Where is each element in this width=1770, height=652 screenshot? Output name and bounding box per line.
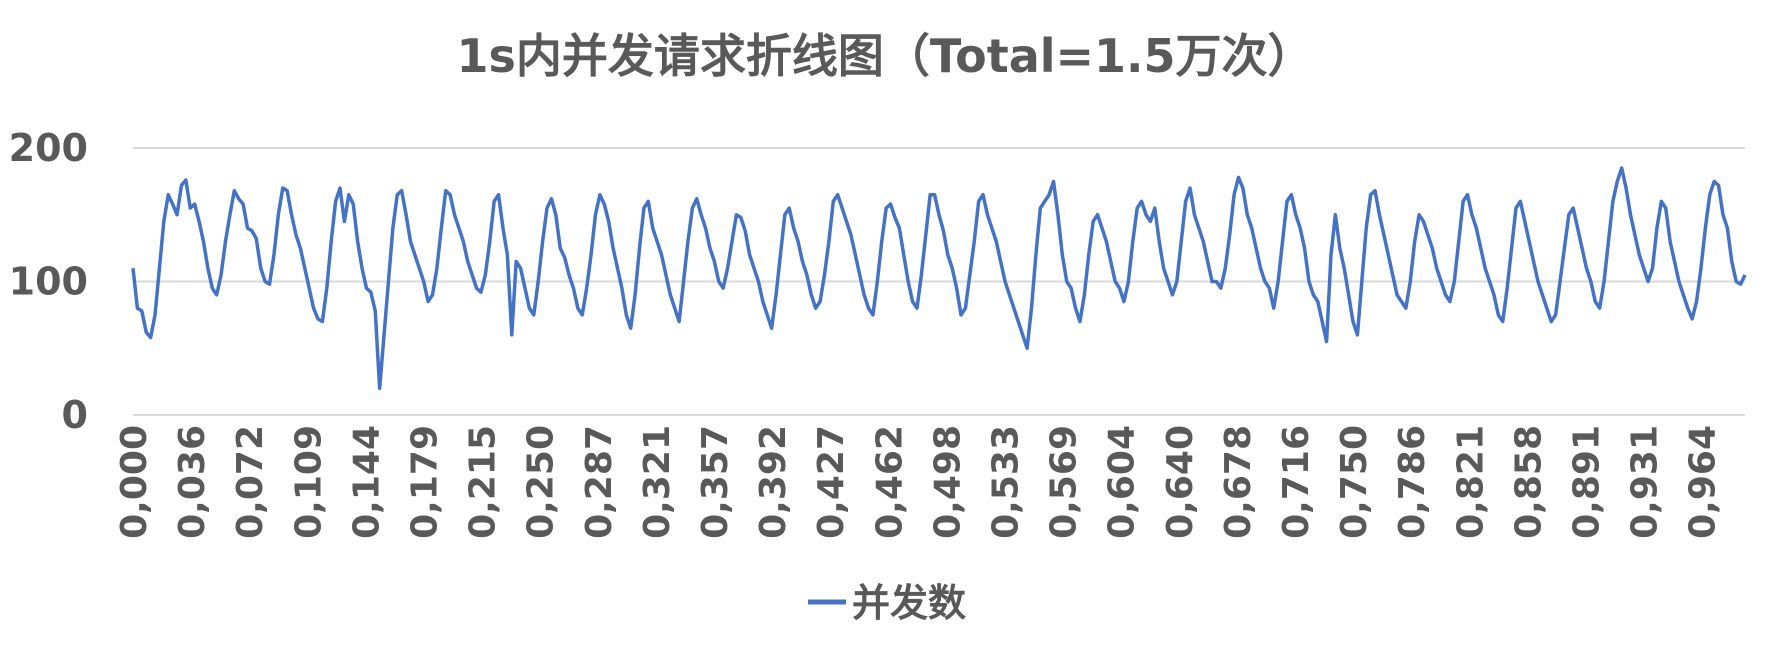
x-tick-label: 0,533 [986, 425, 1027, 539]
x-tick-label: 0,427 [811, 425, 852, 539]
x-tick-label: 0,144 [346, 425, 387, 539]
series-layer [131, 166, 1747, 391]
gridlines [133, 147, 1745, 416]
y-tick-label: 100 [9, 260, 88, 304]
x-tick-label: 0,179 [405, 425, 446, 539]
y-tick-label: 0 [62, 393, 88, 437]
y-tick-label: 200 [9, 126, 88, 170]
x-tick-label: 0,000 [114, 425, 155, 539]
x-tick-label: 0,321 [637, 425, 678, 539]
x-axis-tick-labels: 0,000 0,036 0,072 0,109 0,144 0,179 0,215 0,250… [114, 425, 1724, 539]
x-tick-label: 0,569 [1044, 425, 1085, 539]
x-tick-label: 0,109 [288, 425, 329, 539]
x-tick-label: 0,716 [1276, 425, 1317, 539]
x-tick-label: 0,891 [1567, 425, 1608, 539]
x-tick-label: 0,640 [1160, 425, 1201, 539]
x-tick-label: 0,072 [230, 425, 271, 539]
x-tick-label: 0,931 [1625, 425, 1666, 539]
x-tick-label: 0,392 [753, 425, 794, 539]
legend: 并发数 [808, 581, 966, 625]
x-tick-label: 0,821 [1450, 425, 1491, 539]
x-tick-label: 0,964 [1683, 425, 1724, 539]
x-tick-label: 0,250 [521, 425, 562, 539]
x-tick-label: 0,357 [695, 425, 736, 539]
x-tick-label: 0,750 [1334, 425, 1375, 539]
x-tick-label: 0,036 [172, 425, 213, 539]
x-tick-label: 0,498 [927, 425, 968, 539]
x-tick-label: 0,786 [1392, 425, 1433, 539]
x-tick-label: 0,287 [579, 425, 620, 539]
x-tick-label: 0,858 [1508, 425, 1549, 539]
legend-label: 并发数 [852, 581, 966, 625]
x-tick-label: 0,462 [869, 425, 910, 539]
y-axis-tick-labels: 0 100 200 [9, 126, 88, 437]
chart-title: 1s内并发请求折线图（Total=1.5万次） [456, 29, 1313, 83]
x-tick-label: 0,678 [1218, 425, 1259, 539]
series-line-0 [131, 166, 1747, 391]
x-tick-label: 0,215 [463, 425, 504, 539]
x-tick-label: 0,604 [1102, 425, 1143, 539]
